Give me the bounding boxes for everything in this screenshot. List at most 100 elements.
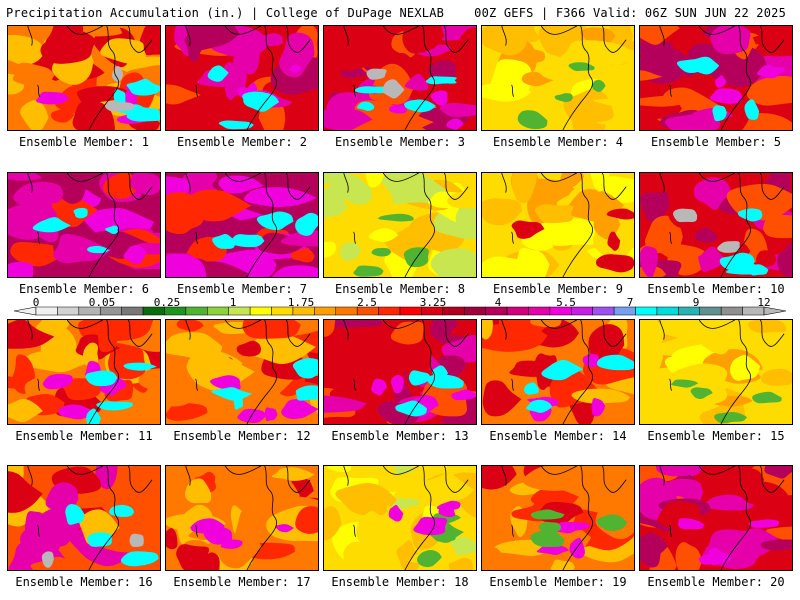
coastline [382,173,419,182]
precip-contour [541,359,584,381]
coastline [224,26,261,35]
precip-contour [596,354,634,371]
precip-contour [682,74,716,85]
coastline [66,26,103,35]
precip-contour [368,495,388,516]
legend-tick-label: 5.5 [556,296,576,309]
coastline [353,231,356,244]
precip-contour [295,506,318,534]
precip-contour [515,247,550,277]
coastline [27,320,33,340]
precip-contour [324,320,383,328]
coastline [659,26,665,46]
legend-swatch [207,306,229,316]
precip-contour [672,208,698,223]
coastline [444,173,469,200]
precip-contour [42,374,73,390]
coastline [195,231,198,244]
precip-contour [640,95,691,107]
header-title: Precipitation Accumulation (in.) | Colle… [6,6,445,20]
precip-contour [426,374,464,389]
precip-map [639,465,793,571]
coastline [501,173,507,193]
precip-contour [105,225,119,234]
precip-contour [482,26,529,56]
precip-contour [655,466,693,477]
precip-contour [640,532,661,568]
precip-contour [430,320,458,344]
member-label: Ensemble Member: 1 [18,135,150,149]
precip-contour [368,228,399,242]
precip-contour [764,466,792,479]
precip-map [323,319,477,425]
legend-tick-label: 3.25 [419,296,447,309]
coastline [760,320,785,347]
precip-contour [390,375,404,394]
precip-contour [166,528,178,550]
precip-map [481,25,635,131]
coastline [195,84,198,97]
precip-contour [640,173,673,194]
coastline [195,524,198,537]
member-label: Ensemble Member: 5 [650,135,782,149]
precip-contour [402,26,445,54]
precip-contour [203,527,233,545]
precip-contour [694,227,718,243]
precip-contour [416,473,475,501]
coastline [382,26,419,35]
precip-contour [32,217,71,233]
precip-contour [524,382,539,395]
coastline [669,378,672,391]
legend-swatch [121,306,144,316]
precip-map [323,172,477,278]
precip-contour [289,64,301,73]
coastline [246,173,278,277]
precip-contour [640,187,670,225]
coastline [444,26,469,53]
precip-contour [660,243,705,260]
ensemble-member-panel: Ensemble Member: 5 [639,25,793,149]
precip-contour [118,268,160,277]
precip-map [323,25,477,131]
precip-map [7,25,161,131]
coastline [659,466,665,486]
precip-contour [139,26,160,56]
precip-contour [295,385,318,401]
coastline [501,466,507,486]
precip-contour [403,247,429,268]
ensemble-member-panel: Ensemble Member: 20 [639,465,793,589]
legend-tick-label: 4 [494,296,502,309]
precip-contour [56,173,87,204]
legend-tick-label: 12 [757,296,771,309]
ensemble-member-panel: Ensemble Member: 10 [639,172,793,296]
precip-contour [82,342,99,366]
coastline [562,26,594,130]
precip-contour [396,540,421,570]
coastline [404,320,436,424]
legend-swatch [335,306,358,316]
coastline [286,173,311,200]
legend-swatch [399,306,422,316]
precip-contour [698,246,727,272]
legend-tick-label: 0.25 [153,296,181,309]
ensemble-member-panel: Ensemble Member: 13 [323,319,477,443]
coastline [540,466,577,475]
coastline [659,173,665,193]
precip-contour [104,101,136,112]
coastline [540,173,577,182]
legend-swatch [506,306,529,316]
precip-contour [448,557,474,570]
precip-contour [640,26,680,45]
precip-contour [640,399,666,424]
coastline [511,378,514,391]
precip-contour [8,261,34,277]
coastline [602,320,627,347]
precip-contour [187,189,252,222]
precip-contour [72,100,115,130]
precip-contour [560,173,585,188]
member-label: Ensemble Member: 4 [492,135,624,149]
precip-contour [511,173,538,204]
precip-map [165,319,319,425]
precip-contour [100,38,147,64]
precip-contour [703,494,756,511]
